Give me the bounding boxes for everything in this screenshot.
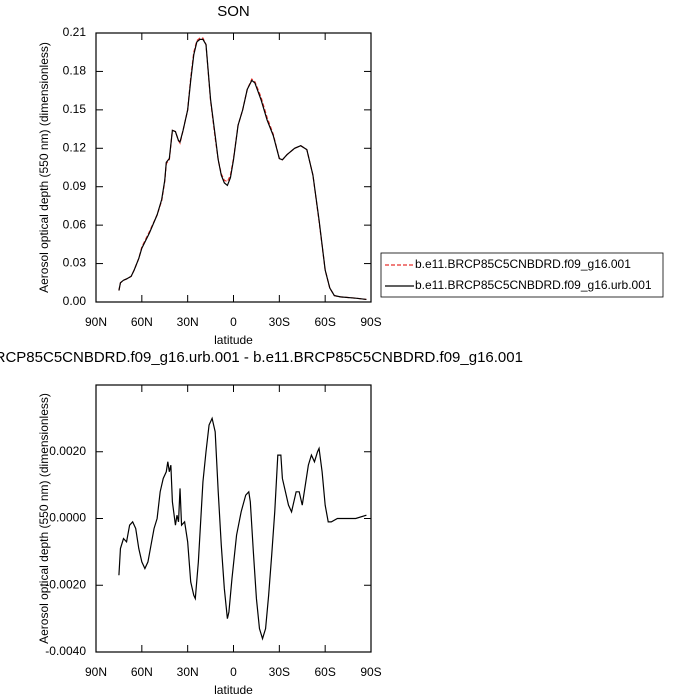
y-tick-label: 0.21 bbox=[63, 25, 87, 39]
y-tick-label: -0.0020 bbox=[45, 577, 86, 591]
x-tick-label: 0 bbox=[230, 665, 237, 679]
x-tick-label: 30N bbox=[177, 315, 199, 329]
y-tick-label: 0.0000 bbox=[49, 511, 86, 525]
data-line bbox=[118, 416, 367, 641]
data-line bbox=[118, 38, 367, 301]
x-axis-label: latitude bbox=[214, 683, 253, 697]
legend-box bbox=[380, 252, 664, 298]
x-tick-label: 60S bbox=[314, 315, 335, 329]
x-tick-label: 30N bbox=[177, 665, 199, 679]
y-tick-label: 0.12 bbox=[63, 140, 87, 154]
x-tick-label: 90S bbox=[360, 315, 381, 329]
x-tick-label: 90N bbox=[85, 665, 107, 679]
y-axis-label: Aerosol optical depth (550 nm) (dimensio… bbox=[37, 393, 51, 644]
y-tick-label: 0.06 bbox=[63, 217, 87, 231]
chart-title: b.e11.BRCP85C5CNBDRD.f09_g16.urb.001 - b… bbox=[0, 349, 523, 366]
y-tick-label: 0.00 bbox=[63, 294, 87, 308]
plot-frame bbox=[95, 384, 372, 653]
x-tick-label: 90S bbox=[360, 665, 381, 679]
x-axis-label: latitude bbox=[214, 333, 253, 347]
y-tick-label: 0.0020 bbox=[49, 444, 86, 458]
y-tick-label: -0.0040 bbox=[45, 644, 86, 658]
x-tick-label: 30S bbox=[269, 665, 290, 679]
data-line bbox=[118, 37, 367, 301]
x-tick-label: 90N bbox=[85, 315, 107, 329]
plot-frame bbox=[95, 32, 372, 303]
x-tick-label: 60N bbox=[131, 665, 153, 679]
y-tick-label: 0.18 bbox=[63, 64, 87, 78]
chart-title: SON bbox=[217, 3, 250, 20]
y-tick-label: 0.15 bbox=[63, 102, 87, 116]
y-axis-label: Aerosol optical depth (550 nm) (dimensio… bbox=[37, 42, 51, 293]
x-tick-label: 0 bbox=[230, 315, 237, 329]
x-tick-label: 60S bbox=[314, 665, 335, 679]
legend-label: b.e11.BRCP85C5CNBDRD.f09_g16.urb.001 bbox=[415, 278, 652, 292]
y-tick-label: 0.09 bbox=[63, 179, 87, 193]
x-tick-label: 30S bbox=[269, 315, 290, 329]
legend-label: b.e11.BRCP85C5CNBDRD.f09_g16.001 bbox=[415, 257, 631, 271]
y-tick-label: 0.03 bbox=[63, 256, 87, 270]
x-tick-label: 60N bbox=[131, 315, 153, 329]
